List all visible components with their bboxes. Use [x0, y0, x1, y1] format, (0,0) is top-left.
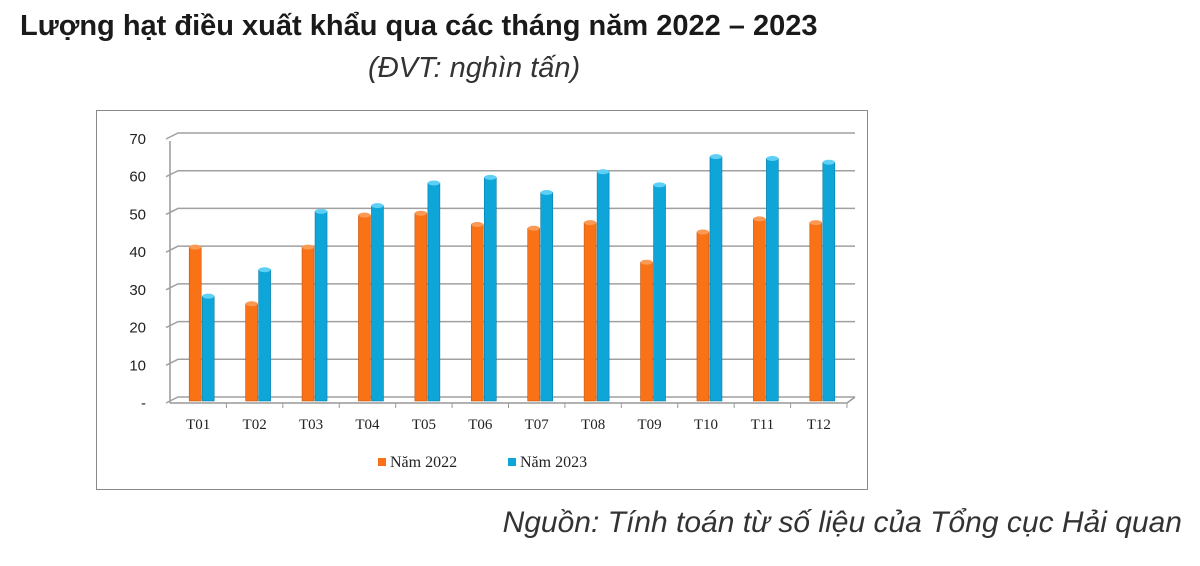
bar-cap: [258, 267, 271, 273]
gridline: [165, 169, 855, 178]
bar-cap: [245, 301, 258, 307]
x-tick-label: T01: [186, 417, 210, 433]
source-note: Nguồn: Tính toán từ số liệu của Tổng cục…: [502, 506, 1182, 539]
x-tick-label: T02: [243, 417, 267, 433]
legend-label: Năm 2023: [520, 454, 587, 471]
gridline: [165, 132, 855, 140]
bar-2023: [709, 156, 723, 402]
bar-2023: [258, 269, 271, 402]
bar-cap: [753, 216, 766, 222]
bar-cap: [766, 156, 779, 162]
bar-2022: [470, 224, 484, 402]
chart-title: Lượng hạt điều xuất khẩu qua các tháng n…: [20, 10, 818, 42]
chart-subtitle: (ĐVT: nghìn tấn): [368, 52, 581, 84]
bar-2022: [358, 214, 371, 402]
bar-cap: [709, 154, 722, 160]
bar-2023: [483, 177, 497, 402]
bar-2023: [653, 184, 666, 402]
legend-label: Năm 2022: [390, 454, 457, 471]
x-tick-label: T10: [694, 417, 718, 433]
y-tick-label: 30: [129, 282, 146, 299]
bar-cap: [696, 229, 709, 235]
bar-cap: [822, 159, 835, 165]
bar-2022: [809, 222, 823, 402]
y-tick-label: 40: [129, 244, 146, 261]
bar-cap: [414, 210, 427, 216]
bar-cap: [358, 212, 371, 218]
gridline: [165, 245, 855, 253]
bar-cap: [471, 222, 484, 228]
y-tick-label: 60: [129, 169, 146, 186]
y-tick-label: 20: [129, 320, 146, 337]
bar-cap: [371, 203, 384, 209]
gridline: [165, 283, 855, 291]
x-tick-label: T12: [807, 417, 831, 433]
bar-2022: [583, 222, 597, 402]
bar-cap: [484, 174, 497, 180]
x-tick-label: T07: [525, 417, 550, 433]
bar-2022: [188, 246, 202, 402]
bar-cap: [427, 180, 440, 186]
gridline: [165, 320, 855, 329]
bar-cap: [189, 244, 202, 250]
bar-2022: [696, 231, 710, 402]
y-tick-label: 50: [129, 206, 146, 223]
x-tick-label: T09: [637, 417, 661, 433]
bar-2022: [301, 246, 315, 402]
y-tick-label: -: [141, 395, 146, 412]
bar-2022: [753, 218, 766, 402]
y-tick-label: 10: [129, 357, 146, 374]
bar-2023: [540, 192, 554, 402]
chart-frame: [96, 110, 868, 490]
bar-2022: [527, 227, 541, 402]
bar-cap: [202, 293, 215, 299]
x-tick-label: T08: [581, 417, 605, 433]
bar-2023: [314, 211, 328, 402]
bar-cap: [653, 182, 666, 188]
gridline: [165, 396, 855, 404]
legend-swatch: [508, 458, 516, 466]
bar-cap: [597, 169, 610, 175]
bar-2023: [596, 171, 610, 402]
x-tick-label: T05: [412, 417, 436, 433]
bar-2023: [766, 158, 779, 402]
bar-2023: [822, 161, 836, 402]
legend-swatch: [378, 458, 386, 466]
bar-cap: [302, 244, 315, 250]
bar-2023: [371, 205, 384, 402]
bar-cap: [809, 220, 822, 226]
gridline: [165, 207, 855, 216]
bar-cap: [584, 220, 597, 226]
gridline: [165, 358, 855, 366]
bar-2023: [201, 295, 215, 402]
bar-cap: [640, 259, 653, 265]
bar-2022: [640, 261, 653, 402]
bar-2023: [427, 182, 441, 402]
x-tick-label: T11: [751, 417, 775, 433]
bar-2022: [414, 212, 428, 402]
y-tick-label: 70: [129, 131, 146, 148]
bar-cap: [315, 208, 328, 214]
x-tick-label: T06: [468, 417, 493, 433]
bar-2022: [245, 303, 258, 402]
x-tick-label: T04: [355, 417, 380, 433]
bar-cap: [527, 225, 540, 231]
x-tick-label: T03: [299, 417, 323, 433]
bar-cap: [540, 189, 553, 195]
x-axis: [170, 396, 856, 404]
